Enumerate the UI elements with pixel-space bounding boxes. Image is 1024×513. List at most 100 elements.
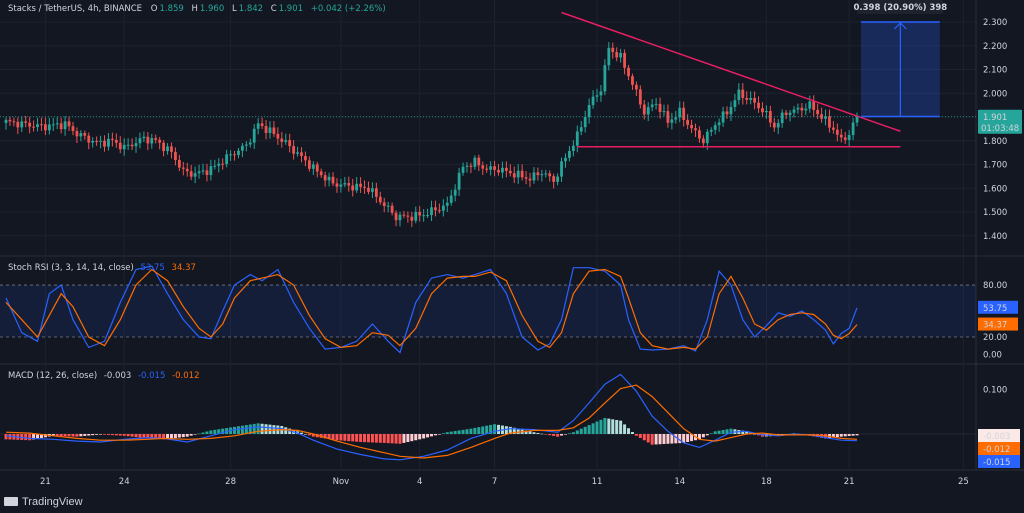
candle-body[interactable] xyxy=(233,154,236,156)
candle-body[interactable] xyxy=(705,131,709,144)
candle-body[interactable] xyxy=(63,121,67,130)
candle-body[interactable] xyxy=(753,98,756,103)
candle-body[interactable] xyxy=(402,214,406,216)
macd-signal-line[interactable] xyxy=(5,384,858,459)
candle-body[interactable] xyxy=(319,171,323,176)
candle-body[interactable] xyxy=(568,151,571,158)
candle-body[interactable] xyxy=(575,131,579,146)
candle-body[interactable] xyxy=(284,140,288,142)
candle-body[interactable] xyxy=(481,165,485,169)
candle-body[interactable] xyxy=(304,156,307,161)
candle-body[interactable] xyxy=(351,185,355,191)
candle-body[interactable] xyxy=(839,134,843,138)
candle-body[interactable] xyxy=(784,112,788,115)
candle-body[interactable] xyxy=(662,111,666,113)
candle-body[interactable] xyxy=(386,205,390,207)
candle-body[interactable] xyxy=(126,144,130,146)
candle-body[interactable] xyxy=(430,207,433,216)
candle-body[interactable] xyxy=(438,210,441,212)
candle-body[interactable] xyxy=(493,166,496,170)
candle-body[interactable] xyxy=(761,108,764,113)
candle-body[interactable] xyxy=(347,183,351,186)
candle-body[interactable] xyxy=(189,171,193,177)
candle-body[interactable] xyxy=(150,138,154,144)
candle-body[interactable] xyxy=(16,121,20,128)
candle-body[interactable] xyxy=(59,123,63,130)
candle-body[interactable] xyxy=(237,150,240,156)
candle-body[interactable] xyxy=(851,122,855,136)
candle-body[interactable] xyxy=(792,109,796,113)
candle-body[interactable] xyxy=(166,146,169,152)
candle-body[interactable] xyxy=(757,102,760,109)
stoch-d-line[interactable] xyxy=(5,268,858,350)
candle-body[interactable] xyxy=(832,127,835,130)
candle-body[interactable] xyxy=(650,104,654,108)
candle-body[interactable] xyxy=(181,167,185,169)
candle-body[interactable] xyxy=(772,122,776,128)
candle-body[interactable] xyxy=(8,119,12,122)
candle-body[interactable] xyxy=(512,173,516,178)
candle-body[interactable] xyxy=(469,165,473,167)
candle-body[interactable] xyxy=(32,126,35,128)
candle-body[interactable] xyxy=(158,139,162,143)
candle-body[interactable] xyxy=(71,126,75,132)
candle-body[interactable] xyxy=(524,177,528,179)
candle-body[interactable] xyxy=(95,140,99,142)
candle-body[interactable] xyxy=(749,98,753,100)
candle-body[interactable] xyxy=(406,215,410,217)
candle-body[interactable] xyxy=(607,47,611,66)
candle-body[interactable] xyxy=(122,144,126,150)
candle-body[interactable] xyxy=(508,170,512,174)
candle-body[interactable] xyxy=(378,196,382,203)
candle-body[interactable] xyxy=(532,172,536,181)
candle-body[interactable] xyxy=(296,152,299,154)
candle-body[interactable] xyxy=(587,105,591,118)
candle-body[interactable] xyxy=(154,138,158,140)
candle-body[interactable] xyxy=(528,178,532,181)
candle-body[interactable] xyxy=(300,152,303,157)
candle-body[interactable] xyxy=(536,172,540,176)
candle-body[interactable] xyxy=(382,202,386,207)
candle-body[interactable] xyxy=(623,52,626,68)
price-pane[interactable]: 0.398 (20.90%) 398 xyxy=(0,0,976,227)
candle-body[interactable] xyxy=(544,173,548,175)
candle-body[interactable] xyxy=(445,202,449,206)
candle-body[interactable] xyxy=(20,121,24,128)
candle-body[interactable] xyxy=(24,121,28,123)
stoch-rsi-pane[interactable] xyxy=(0,265,976,354)
candle-body[interactable] xyxy=(51,124,55,126)
candle-body[interactable] xyxy=(733,100,737,108)
candle-body[interactable] xyxy=(268,127,272,133)
candle-body[interactable] xyxy=(87,135,91,143)
candle-body[interactable] xyxy=(193,173,197,177)
candle-body[interactable] xyxy=(658,103,662,112)
candle-body[interactable] xyxy=(426,215,429,217)
candle-body[interactable] xyxy=(599,91,603,96)
candle-body[interactable] xyxy=(808,101,812,109)
candle-body[interactable] xyxy=(595,95,599,97)
candle-body[interactable] xyxy=(256,123,260,129)
candle-body[interactable] xyxy=(185,168,189,172)
candle-body[interactable] xyxy=(390,205,394,213)
candle-body[interactable] xyxy=(564,157,567,162)
candle-body[interactable] xyxy=(816,109,820,115)
candle-body[interactable] xyxy=(55,123,59,125)
candle-body[interactable] xyxy=(635,84,638,90)
candle-body[interactable] xyxy=(776,123,780,128)
candle-body[interactable] xyxy=(252,128,256,143)
candle-body[interactable] xyxy=(812,101,816,110)
candle-body[interactable] xyxy=(516,170,520,178)
candle-body[interactable] xyxy=(134,143,138,147)
candle-body[interactable] xyxy=(540,174,544,176)
candle-body[interactable] xyxy=(701,138,705,144)
candle-body[interactable] xyxy=(694,128,697,131)
candle-body[interactable] xyxy=(520,170,524,178)
candle-body[interactable] xyxy=(418,211,422,216)
candle-body[interactable] xyxy=(67,121,71,127)
candle-body[interactable] xyxy=(118,142,122,150)
candle-body[interactable] xyxy=(713,125,717,130)
candle-body[interactable] xyxy=(548,173,552,177)
candle-body[interactable] xyxy=(331,176,335,184)
candle-body[interactable] xyxy=(374,188,378,197)
